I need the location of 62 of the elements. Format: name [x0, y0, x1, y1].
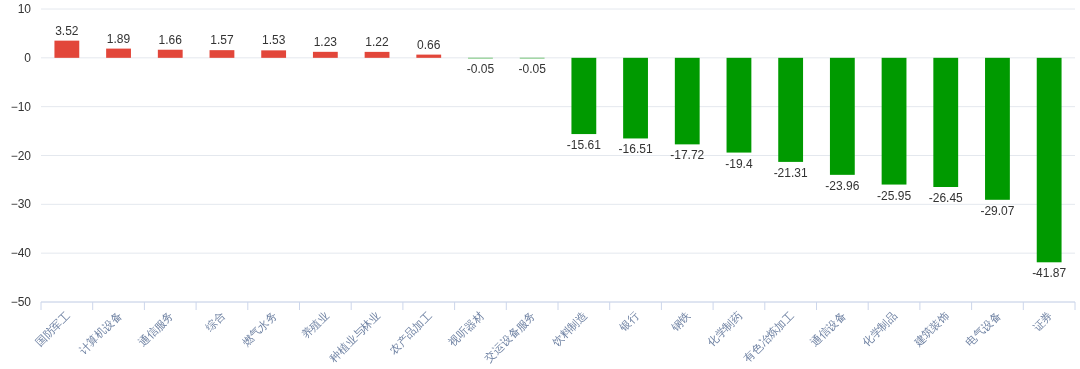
- bar: [364, 51, 390, 58]
- bar: [726, 57, 752, 153]
- data-label: 1.66: [158, 32, 183, 47]
- data-label: 1.57: [210, 33, 234, 48]
- bar: [261, 50, 287, 58]
- y-tick-label: −20: [10, 148, 32, 163]
- bar: [881, 57, 907, 185]
- bar: [829, 57, 855, 175]
- x-tick-label: 计算机设备: [76, 308, 124, 357]
- bar: [1036, 57, 1062, 263]
- data-label: 1.89: [106, 31, 131, 46]
- bar: [674, 57, 700, 145]
- y-tick-label: 0: [24, 50, 32, 65]
- bar: [209, 50, 235, 58]
- data-label: -0.05: [466, 62, 495, 77]
- x-tick-label: 饮料制造: [548, 308, 590, 350]
- data-label: 3.52: [55, 23, 79, 38]
- bar: [778, 57, 804, 162]
- x-tick-label: 燃气水务: [239, 308, 280, 349]
- x-tick-label: 建筑装饰: [910, 308, 952, 350]
- data-label: -41.87: [1032, 266, 1067, 281]
- bar: [54, 40, 80, 58]
- x-tick-label: 通信设备: [808, 308, 848, 349]
- y-tick-label: −40: [10, 246, 32, 261]
- x-tick-label: 电气设备: [963, 308, 1003, 349]
- x-tick-label: 银行: [616, 308, 641, 334]
- bar: [985, 57, 1010, 200]
- x-tick-label: 养殖业: [298, 308, 331, 341]
- data-label: -23.96: [825, 178, 860, 193]
- data-label: -16.51: [618, 142, 653, 157]
- y-tick-label: −50: [10, 295, 32, 309]
- bar: [571, 57, 597, 135]
- data-label: -21.31: [773, 165, 808, 180]
- bar: [106, 48, 131, 58]
- data-label: -25.95: [877, 188, 912, 203]
- y-tick-label: 10: [17, 2, 32, 16]
- data-label: -29.07: [980, 203, 1015, 218]
- bar: [933, 57, 959, 187]
- bar: [623, 57, 648, 139]
- x-tick-label: 化学制品: [859, 308, 900, 349]
- x-tick-label: 国防军工: [32, 308, 73, 349]
- x-tick-label: 综合: [203, 308, 228, 333]
- y-tick-label: −30: [10, 197, 32, 212]
- data-label: -15.61: [566, 138, 602, 153]
- x-tick-label: 钢铁: [667, 308, 693, 334]
- data-label: -19.4: [725, 156, 753, 171]
- x-tick-label: 农产品加工: [386, 308, 435, 357]
- y-tick-label: −10: [10, 99, 32, 114]
- data-label: -0.05: [518, 62, 547, 77]
- data-label: -17.72: [670, 148, 705, 163]
- data-label: 0.66: [417, 37, 441, 52]
- data-label: 1.22: [365, 34, 390, 49]
- x-tick-label: 化学制药: [704, 308, 745, 349]
- data-label: 1.53: [261, 33, 286, 48]
- bar: [416, 54, 442, 58]
- data-label: 1.23: [313, 34, 338, 49]
- bar: [312, 51, 338, 58]
- x-tick-label: 视听器材: [446, 308, 486, 349]
- x-tick-label: 通信服务: [136, 308, 176, 349]
- bar: [157, 49, 183, 58]
- data-label: -26.45: [928, 191, 964, 205]
- x-tick-label: 证券: [1030, 308, 1055, 333]
